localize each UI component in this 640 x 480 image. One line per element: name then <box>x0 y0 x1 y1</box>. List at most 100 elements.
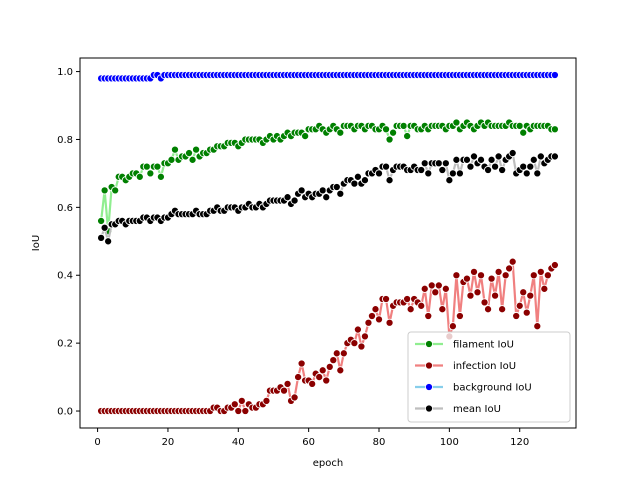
data-point <box>420 159 429 168</box>
legend-item: mean IoU <box>415 404 501 415</box>
data-point <box>385 176 394 185</box>
data-point <box>550 261 559 270</box>
data-point <box>318 366 327 375</box>
data-point <box>494 152 503 161</box>
x-tick-label: 40 <box>232 437 245 448</box>
x-tick-label: 100 <box>440 437 459 448</box>
data-point <box>156 172 165 181</box>
data-point <box>381 294 391 304</box>
data-point <box>501 271 510 280</box>
data-point <box>332 349 341 358</box>
data-point <box>424 169 433 178</box>
data-point <box>111 186 120 195</box>
data-point <box>290 196 299 205</box>
series-mean-iou <box>97 148 559 246</box>
legend-marker <box>424 382 434 392</box>
data-point <box>522 308 531 317</box>
data-point <box>466 291 475 300</box>
data-point <box>381 162 391 171</box>
data-point <box>487 155 496 164</box>
data-point <box>427 281 436 290</box>
data-point <box>381 125 391 134</box>
data-point <box>403 132 412 141</box>
data-point <box>170 145 180 154</box>
data-point <box>536 267 545 276</box>
data-point <box>438 305 447 314</box>
data-point <box>417 165 426 175</box>
legend-item: background IoU <box>415 383 532 394</box>
data-point <box>403 294 412 304</box>
series-filament-iou <box>97 118 559 236</box>
data-point <box>491 291 500 300</box>
legend-marker <box>424 361 434 370</box>
data-point <box>529 155 538 164</box>
data-point <box>325 362 334 371</box>
data-point <box>184 148 194 158</box>
data-point <box>339 349 348 358</box>
legend: filament IoU infection IoU background IoU m… <box>407 331 571 423</box>
legend-label: infection IoU <box>453 361 516 372</box>
data-point <box>237 396 246 405</box>
data-point <box>234 406 243 416</box>
y-tick-label: 0.8 <box>57 135 73 146</box>
data-point <box>230 400 239 409</box>
data-point <box>469 267 479 276</box>
data-point <box>322 193 331 202</box>
legend-marker <box>424 404 434 413</box>
data-point <box>241 406 250 416</box>
data-point <box>540 284 549 293</box>
data-point <box>374 315 384 324</box>
data-point <box>399 121 408 130</box>
data-point <box>357 342 366 351</box>
data-point <box>301 132 310 141</box>
data-point <box>452 118 461 127</box>
data-point <box>522 169 531 178</box>
y-tick-label: 0.0 <box>57 407 73 418</box>
y-tick-label: 0.2 <box>57 339 73 350</box>
data-point <box>371 305 380 314</box>
data-point <box>519 128 528 137</box>
data-point <box>519 288 528 297</box>
data-point <box>290 393 299 402</box>
data-point <box>455 169 464 178</box>
data-point <box>438 165 447 175</box>
data-point <box>526 291 535 300</box>
data-point <box>332 182 341 192</box>
data-point <box>153 162 162 171</box>
data-point <box>315 373 324 382</box>
data-point <box>385 318 394 327</box>
data-point <box>297 186 306 195</box>
data-point <box>476 271 486 280</box>
data-point <box>550 70 559 80</box>
data-point <box>498 165 507 175</box>
data-point <box>494 267 503 276</box>
legend-item: filament IoU <box>415 340 514 351</box>
data-point <box>318 186 327 195</box>
data-point <box>100 186 109 195</box>
data-point <box>550 125 559 134</box>
data-point <box>487 274 496 283</box>
data-point <box>329 356 338 365</box>
data-point <box>322 376 331 385</box>
data-point <box>448 169 457 178</box>
legend-label: background IoU <box>453 383 532 394</box>
data-point <box>350 339 359 348</box>
legend-label: mean IoU <box>453 404 501 415</box>
data-point <box>389 128 398 137</box>
data-point <box>374 169 384 178</box>
x-tick-label: 80 <box>373 437 386 448</box>
data-point <box>360 176 369 185</box>
data-point <box>434 159 443 168</box>
x-axis-ticks: 0 20 40 60 80 100 120 <box>94 428 529 448</box>
data-point <box>498 305 507 314</box>
y-axis-label: IoU <box>31 235 42 251</box>
data-point <box>142 162 151 171</box>
data-point <box>146 169 155 178</box>
legend-label: filament IoU <box>453 340 514 351</box>
data-point <box>100 223 109 232</box>
series-background-iou <box>97 70 559 83</box>
y-axis-ticks: 0.0 0.2 0.4 0.6 0.8 1.0 <box>57 67 80 418</box>
data-point <box>262 396 271 405</box>
data-point <box>550 152 559 161</box>
data-point <box>452 155 461 164</box>
